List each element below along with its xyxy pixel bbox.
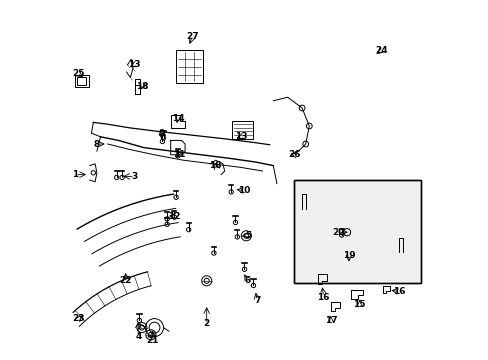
Text: 13: 13 (128, 60, 141, 69)
Bar (176, 50, 203, 83)
Text: 27: 27 (185, 32, 198, 41)
Text: 4: 4 (135, 332, 141, 341)
Text: 10: 10 (238, 186, 250, 195)
Text: 13: 13 (234, 132, 246, 141)
Text: 3: 3 (131, 172, 138, 181)
Text: 16: 16 (392, 287, 405, 296)
Bar (294, 180, 420, 283)
Text: 1: 1 (72, 170, 78, 179)
Text: 18: 18 (135, 82, 148, 91)
Text: 24: 24 (374, 46, 387, 55)
Text: 5: 5 (244, 231, 251, 240)
Bar (75, 75, 89, 87)
Text: 23: 23 (73, 314, 85, 323)
Text: 20: 20 (331, 228, 344, 237)
Text: 19: 19 (342, 251, 354, 260)
Text: 17: 17 (324, 316, 337, 325)
Text: 14: 14 (171, 114, 184, 123)
Text: 25: 25 (72, 69, 84, 78)
Text: 9: 9 (158, 129, 164, 138)
Bar (231, 121, 253, 139)
Text: 7: 7 (253, 296, 260, 305)
Text: 18: 18 (209, 161, 222, 170)
Text: 2: 2 (203, 320, 209, 328)
Text: 26: 26 (288, 150, 301, 159)
Text: 12: 12 (168, 212, 180, 220)
Text: 21: 21 (146, 336, 159, 345)
Bar (294, 180, 420, 283)
Text: 6: 6 (244, 276, 251, 285)
Text: 8: 8 (94, 140, 100, 149)
Text: 22: 22 (119, 276, 132, 285)
Text: 16: 16 (317, 292, 329, 302)
Text: 11: 11 (173, 150, 185, 159)
Bar (77, 77, 86, 85)
Text: 15: 15 (353, 300, 365, 309)
